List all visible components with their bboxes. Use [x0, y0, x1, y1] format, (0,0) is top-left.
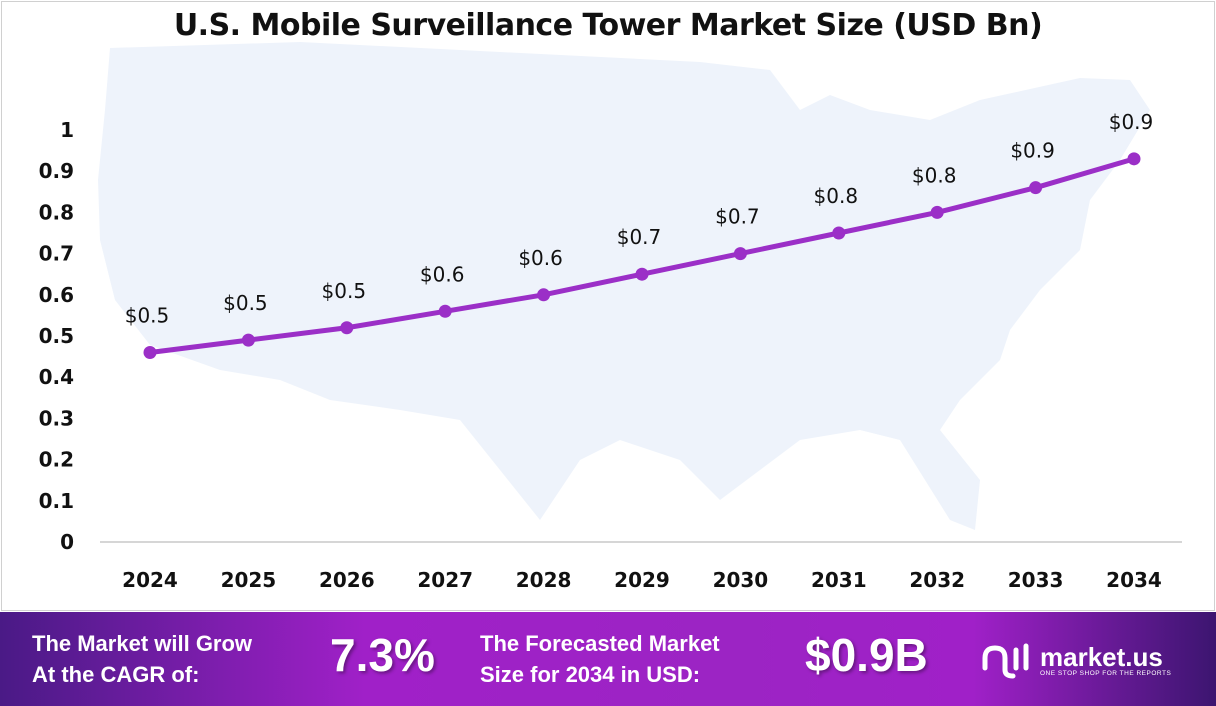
footer-banner: The Market will Grow At the CAGR of: 7.3… [0, 612, 1216, 706]
data-point [733, 247, 747, 261]
data-label: $0.9 [1010, 139, 1055, 163]
cagr-value: 7.3% [330, 629, 435, 681]
y-tick-label: 0.6 [39, 283, 74, 307]
data-label: $0.5 [322, 279, 367, 303]
logo-mark-icon [982, 643, 1029, 679]
logo-name: market.us [1040, 641, 1163, 672]
y-tick-label: 0.3 [39, 406, 74, 430]
cagr-label-line1: The Market will Grow [32, 631, 253, 656]
chart-title: U.S. Mobile Surveillance Tower Market Si… [173, 8, 1043, 43]
data-label: $0.8 [814, 184, 859, 208]
forecast-label-line1: The Forecasted Market [480, 631, 720, 656]
x-tick-label: 2033 [1008, 568, 1064, 592]
y-tick-label: 0.9 [39, 159, 74, 183]
us-map-silhouette [98, 42, 1150, 530]
y-tick-label: 0.7 [39, 242, 74, 266]
forecast-label: The Forecasted Market Size for 2034 in U… [480, 628, 720, 690]
data-label: $0.7 [617, 225, 662, 249]
x-tick-label: 2029 [614, 568, 670, 592]
cagr-label-line2: At the CAGR of: [32, 662, 200, 687]
data-label: $0.6 [518, 246, 563, 270]
x-tick-label: 2027 [417, 568, 473, 592]
line-chart: 0 0.1 0.2 0.3 0.4 0.5 0.6 0.7 0.8 0.9 1 2024 2025 202… [39, 42, 1182, 592]
data-label: $0.5 [223, 291, 268, 315]
data-label: $0.8 [912, 163, 957, 187]
data-point [438, 304, 452, 318]
x-tick-label: 2025 [221, 568, 277, 592]
data-point [832, 226, 846, 240]
x-tick-label: 2032 [909, 568, 965, 592]
y-tick-label: 0 [60, 530, 74, 554]
market-us-logo: market.us ONE STOP SHOP FOR THE REPORTS [980, 640, 1171, 680]
cagr-label: The Market will Grow At the CAGR of: [32, 628, 252, 690]
forecast-label-line2: Size for 2034 in USD: [480, 662, 701, 687]
x-tick-label: 2031 [811, 568, 867, 592]
y-tick-label: 0.8 [39, 200, 74, 224]
y-tick-label: 1 [60, 118, 74, 142]
data-point [1029, 181, 1043, 195]
y-tick-label: 0.5 [39, 324, 74, 348]
y-tick-label: 0.1 [39, 489, 74, 513]
x-tick-label: 2030 [713, 568, 769, 592]
x-tick-label: 2026 [319, 568, 375, 592]
data-point [143, 345, 157, 359]
data-point [241, 333, 255, 347]
x-tick-label: 2034 [1106, 568, 1162, 592]
data-point [635, 267, 649, 281]
x-tick-label: 2028 [516, 568, 572, 592]
data-point [930, 205, 944, 219]
data-point [1127, 152, 1141, 166]
y-tick-label: 0.2 [39, 448, 74, 472]
data-label: $0.7 [715, 205, 760, 229]
forecast-value: $0.9B [805, 629, 928, 681]
data-label: $0.6 [420, 262, 465, 286]
data-label: $0.9 [1109, 110, 1154, 134]
data-point [537, 288, 551, 302]
y-tick-label: 0.4 [39, 365, 74, 389]
logo-tagline: ONE STOP SHOP FOR THE REPORTS [1040, 669, 1172, 677]
data-point [340, 321, 354, 335]
data-label: $0.5 [125, 303, 170, 327]
x-tick-label: 2024 [122, 568, 178, 592]
